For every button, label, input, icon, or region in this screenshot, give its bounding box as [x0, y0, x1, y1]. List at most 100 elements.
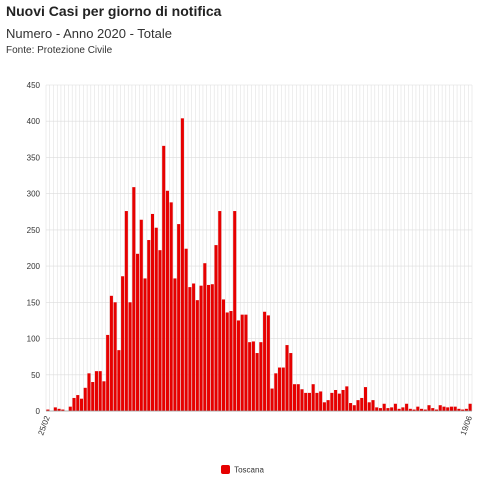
bar[interactable] [461, 409, 465, 411]
bar[interactable] [139, 219, 143, 411]
bar[interactable] [158, 250, 162, 411]
bar[interactable] [210, 284, 214, 411]
bar[interactable] [57, 408, 61, 411]
bar[interactable] [352, 405, 356, 411]
bar[interactable] [136, 253, 140, 411]
bar[interactable] [132, 187, 136, 411]
bar[interactable] [334, 389, 338, 411]
bar[interactable] [192, 283, 196, 411]
bar[interactable] [464, 408, 468, 411]
bar[interactable] [83, 387, 87, 411]
bar[interactable] [147, 240, 151, 411]
bar[interactable] [296, 384, 300, 411]
bar[interactable] [345, 386, 349, 411]
bar[interactable] [457, 408, 461, 411]
bar[interactable] [236, 320, 240, 411]
bar[interactable] [292, 384, 297, 411]
bar[interactable] [382, 403, 386, 411]
bar[interactable] [420, 408, 424, 411]
bar[interactable] [150, 213, 155, 411]
bar[interactable] [94, 371, 98, 411]
bar[interactable] [289, 353, 293, 411]
bar[interactable] [248, 342, 252, 411]
bar[interactable] [360, 397, 364, 411]
bar[interactable] [337, 393, 341, 411]
bar[interactable] [68, 406, 72, 411]
bar[interactable] [46, 409, 50, 411]
bar[interactable] [356, 400, 360, 411]
bar[interactable] [311, 384, 315, 411]
bar[interactable] [98, 371, 102, 411]
bar[interactable] [416, 406, 420, 411]
bar[interactable] [72, 397, 76, 411]
bar[interactable] [446, 407, 450, 411]
bar[interactable] [349, 403, 353, 411]
bar[interactable] [434, 409, 439, 411]
bar[interactable] [109, 295, 113, 411]
bar[interactable] [263, 311, 267, 411]
bar[interactable] [244, 314, 248, 411]
bar[interactable] [393, 403, 397, 411]
bar[interactable] [221, 299, 226, 411]
bar[interactable] [207, 284, 211, 411]
bar[interactable] [397, 408, 401, 411]
legend[interactable]: Toscana [0, 465, 485, 475]
bar[interactable] [91, 382, 95, 411]
bar[interactable] [266, 315, 270, 411]
bar[interactable] [390, 407, 394, 411]
bar[interactable] [240, 314, 244, 411]
bar[interactable] [117, 350, 121, 411]
bar[interactable] [233, 211, 237, 411]
bar[interactable] [184, 248, 188, 411]
bar[interactable] [408, 408, 412, 411]
bar[interactable] [322, 402, 326, 411]
bar[interactable] [319, 391, 323, 411]
bar[interactable] [165, 190, 169, 411]
bar[interactable] [61, 409, 65, 411]
bar[interactable] [326, 400, 330, 411]
bar[interactable] [307, 392, 311, 411]
bar[interactable] [76, 395, 80, 411]
bar[interactable] [285, 345, 289, 411]
bar[interactable] [412, 409, 416, 411]
bar[interactable] [199, 285, 203, 411]
bar[interactable] [386, 408, 390, 411]
bar[interactable] [405, 403, 409, 411]
bar[interactable] [124, 211, 128, 411]
bar[interactable] [162, 145, 166, 411]
bar[interactable] [423, 409, 427, 411]
bar[interactable] [154, 227, 158, 411]
bar[interactable] [214, 245, 218, 411]
bar[interactable] [378, 408, 382, 411]
bar[interactable] [195, 300, 199, 411]
bar[interactable] [367, 402, 371, 411]
bar[interactable] [113, 302, 117, 411]
bar[interactable] [255, 353, 259, 411]
bar[interactable] [229, 311, 233, 411]
bar[interactable] [128, 302, 132, 411]
bar[interactable] [251, 341, 255, 411]
bar[interactable] [300, 389, 304, 411]
bar[interactable] [442, 406, 446, 411]
bar[interactable] [468, 403, 472, 411]
bar[interactable] [188, 287, 192, 411]
bar[interactable] [173, 278, 177, 411]
bar[interactable] [106, 334, 110, 411]
bar[interactable] [453, 406, 457, 411]
bar[interactable] [330, 392, 334, 411]
bar[interactable] [203, 263, 207, 411]
bar[interactable] [169, 202, 173, 411]
bar[interactable] [143, 278, 147, 411]
bar[interactable] [79, 398, 84, 411]
bar[interactable] [449, 406, 453, 411]
bar[interactable] [218, 211, 222, 411]
bar[interactable] [304, 392, 308, 411]
bar[interactable] [177, 224, 181, 411]
bar[interactable] [281, 367, 285, 411]
bar[interactable] [274, 373, 278, 411]
bar[interactable] [270, 388, 274, 411]
bar[interactable] [315, 392, 319, 411]
bar[interactable] [180, 118, 184, 411]
bar[interactable] [341, 389, 345, 411]
bar[interactable] [278, 367, 282, 411]
